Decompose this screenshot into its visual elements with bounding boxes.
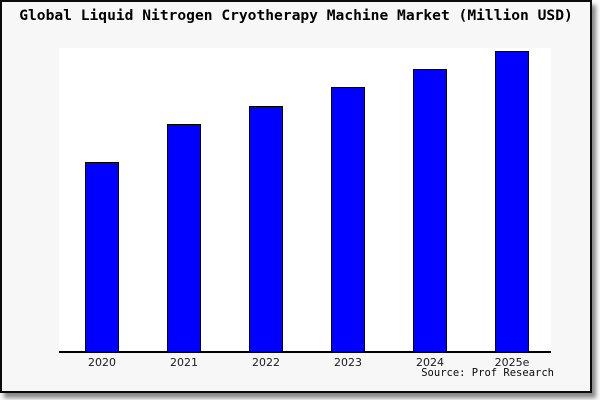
bar-2022 [249, 106, 283, 351]
bar-2020 [85, 162, 119, 351]
x-tick-label-2025e: 2025e [494, 356, 530, 369]
x-tick-label-2024: 2024 [416, 356, 444, 369]
source-credit: Source: Prof Research [421, 367, 554, 379]
x-tick-label-2021: 2021 [170, 356, 198, 369]
chart-title: Global Liquid Nitrogen Cryotherapy Machi… [19, 7, 573, 24]
x-tick-label-2020: 2020 [88, 356, 116, 369]
bar-2021 [167, 124, 201, 351]
bar-2024 [413, 69, 447, 351]
bar-2025e [495, 51, 529, 351]
x-tick-label-2022: 2022 [252, 356, 280, 369]
x-tick-label-2023: 2023 [334, 356, 362, 369]
plot-area [59, 48, 551, 353]
chart-canvas: Global Liquid Nitrogen Cryotherapy Machi… [0, 0, 592, 393]
bar-2023 [331, 87, 365, 351]
